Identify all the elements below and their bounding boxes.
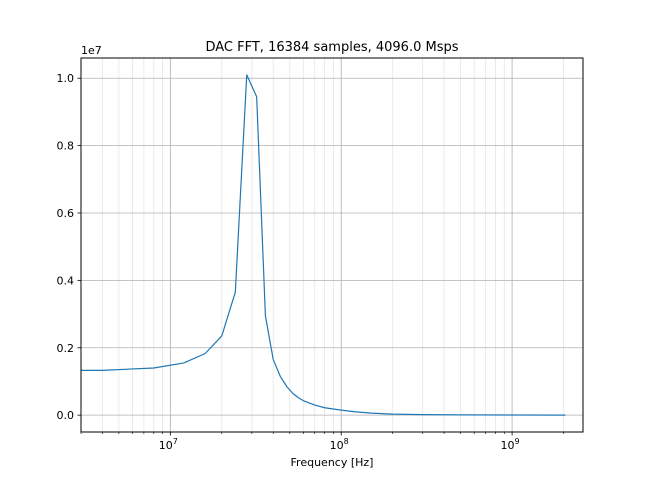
y-axis: 0.0 0.2 0.4 0.6 0.8 1.0: [57, 72, 81, 422]
y-offset-label: 1e7: [81, 44, 102, 57]
y-tick-label: 0.8: [57, 140, 75, 153]
plot-frame: [80, 57, 584, 433]
y-tick-label: 0.4: [57, 274, 75, 287]
grid: [80, 58, 583, 432]
fft-magnitude-line: [81, 74, 566, 416]
chart-title: DAC FFT, 16384 samples, 4096.0 Msps: [205, 40, 458, 55]
series-layer: [81, 74, 566, 416]
y-tick-label: 0.2: [57, 342, 75, 355]
y-tick-label: 0.6: [57, 207, 75, 220]
y-tick-label: 1.0: [57, 72, 75, 85]
y-tick-label: 0.0: [57, 409, 75, 422]
x-axis-label: Frequency [Hz]: [291, 456, 374, 469]
